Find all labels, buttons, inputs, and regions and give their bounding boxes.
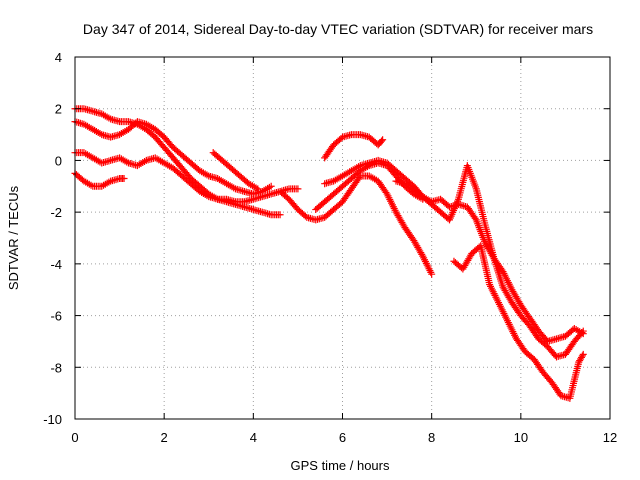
tick-labels: 0 2 4 6 8 10 12 -10 -8 -6 -4 -2 0 2 4 bbox=[43, 50, 617, 445]
y-tick-label: -8 bbox=[50, 360, 62, 375]
y-tick-label: 4 bbox=[55, 50, 62, 65]
data-point bbox=[254, 185, 262, 193]
axis-ticks bbox=[74, 56, 611, 420]
x-tick-label: 0 bbox=[71, 430, 78, 445]
y-tick-label: -10 bbox=[43, 412, 62, 427]
data-point bbox=[276, 211, 284, 219]
y-tick-label: 2 bbox=[55, 102, 62, 117]
series-2 bbox=[71, 118, 275, 198]
data-point bbox=[428, 270, 436, 278]
y-tick-label: -6 bbox=[50, 309, 62, 324]
data-point bbox=[294, 185, 302, 193]
grid bbox=[75, 57, 610, 419]
x-tick-label: 4 bbox=[250, 430, 257, 445]
data-point bbox=[120, 175, 128, 183]
data-point bbox=[378, 137, 386, 145]
series-3 bbox=[71, 149, 302, 206]
data-point bbox=[578, 352, 586, 360]
series-10 bbox=[392, 162, 587, 361]
x-tick-label: 10 bbox=[514, 430, 528, 445]
x-tick-label: 8 bbox=[428, 430, 435, 445]
x-tick-label: 12 bbox=[603, 430, 617, 445]
x-tick-label: 6 bbox=[339, 430, 346, 445]
series-9 bbox=[321, 156, 587, 345]
y-axis-label: SDTVAR / TECUs bbox=[6, 185, 21, 290]
y-tick-label: 0 bbox=[55, 153, 62, 168]
data-point bbox=[418, 250, 426, 258]
chart-title: Day 347 of 2014, Sidereal Day-to-day VTE… bbox=[83, 21, 593, 37]
series-7 bbox=[321, 131, 387, 162]
series-11 bbox=[450, 242, 587, 402]
series-5 bbox=[209, 149, 262, 193]
x-axis-label: GPS time / hours bbox=[291, 458, 390, 473]
data-point bbox=[579, 327, 587, 335]
data-marks bbox=[71, 105, 587, 402]
y-tick-label: -2 bbox=[50, 205, 62, 220]
data-point bbox=[579, 350, 587, 358]
series-4 bbox=[71, 169, 128, 190]
x-tick-label: 2 bbox=[161, 430, 168, 445]
data-point bbox=[379, 136, 387, 144]
data-point bbox=[267, 182, 275, 190]
data-point bbox=[578, 329, 586, 337]
series-6 bbox=[276, 172, 436, 278]
data-point bbox=[471, 214, 479, 222]
y-tick-label: -4 bbox=[50, 257, 62, 272]
